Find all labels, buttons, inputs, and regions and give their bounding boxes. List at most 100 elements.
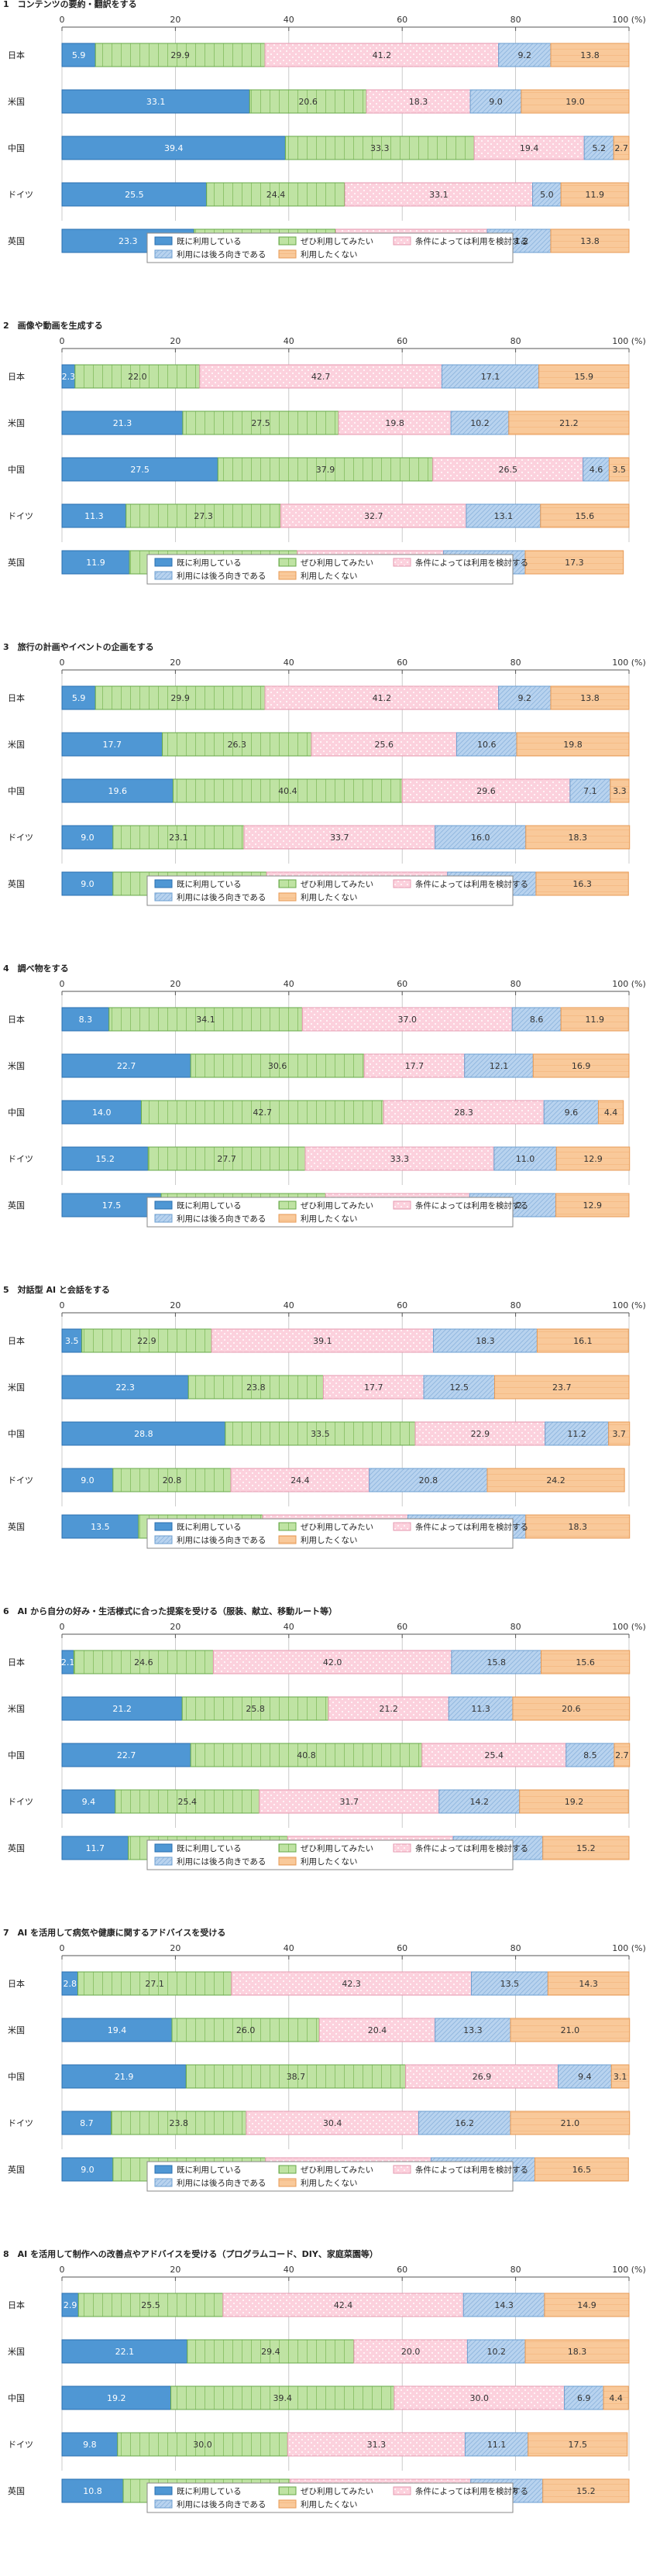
bar-segment-no [555,1193,630,1218]
legend-label: 利用には後ろ向きである [177,1535,266,1545]
bar-segment-no [608,457,630,482]
data-label: 19.8 [563,740,583,750]
data-label: 19.4 [520,143,539,153]
data-label: 8.7 [80,2118,94,2128]
bar-segment-negative [583,457,610,482]
chart-panel-2: 2 画像や動画を生成する 0 20 40 60 80 100 (%) 日本 2.3 22.0 42.… [3,320,646,585]
data-label: 17.5 [569,2440,588,2450]
data-label: 2.9 [64,2300,77,2310]
axis-tick-label: 100 (%) [612,2265,646,2275]
data-label: 39.4 [164,143,184,153]
data-label: 25.6 [375,740,394,750]
legend-swatch [154,2178,173,2187]
bar-segment-using [61,685,96,710]
bar-segment-conditional [264,43,500,67]
data-label: 20.6 [298,97,318,107]
data-label: 21.0 [561,2025,580,2035]
axis-tick-label: 0 [60,15,65,25]
axis-tick-label: 0 [60,1622,65,1632]
data-label: 9.2 [518,50,532,60]
bar-segment-conditional [243,825,436,850]
bar-segment-using [61,1789,116,1814]
bar-segment-want [217,457,434,482]
legend-label: 既に利用している [177,1201,242,1211]
legend-swatch [154,571,173,580]
data-label: 5.2 [592,143,606,153]
legend-label: ぜひ利用してみたい [301,1523,373,1532]
data-label: 24.4 [266,190,286,200]
data-label: 29.9 [170,693,190,703]
bar-segment-conditional [259,1789,440,1814]
bar-segment-negative [545,1421,610,1446]
category-label: ドイツ [8,1797,33,1807]
bar-segment-using [61,1836,129,1860]
legend-label: ぜひ利用してみたい [301,2487,373,2496]
data-label: 15.8 [486,1657,506,1668]
data-label: 12.1 [490,1061,509,1071]
bar-segment-negative [466,503,541,528]
bar-segment-no [550,685,630,710]
axis-tick-label: 20 [170,1622,180,1632]
data-label: 17.3 [565,558,584,568]
data-label: 20.8 [419,1475,438,1485]
axis-tick-label: 20 [170,2265,180,2275]
category-label: 日本 [8,2300,25,2310]
axis-tick-label: 40 [284,658,294,668]
data-label: 9.0 [81,2165,95,2175]
chart-panel-8: 8 AI を活用して制作への改善点やアドバイスを受ける（プログラムコード、DIY… [3,2248,646,2513]
axis-tick-label: 40 [284,1300,294,1310]
bar-segment-want [181,1696,329,1721]
legend: 既に利用している ぜひ利用してみたい 条件によっては利用を検討する利用には後ろ向きで… [146,2482,528,2513]
bar-segment-using [61,1193,162,1218]
bar-segment-conditional [246,2111,419,2135]
category-label: 日本 [8,1657,25,1668]
data-label: 9.6 [565,1108,579,1118]
bar-segment-no [560,182,629,207]
bar-segment-conditional [322,1375,425,1400]
category-label: ドイツ [8,511,33,521]
bar-segment-want [225,1421,416,1446]
data-label: 2.8 [63,1979,77,1989]
bar-segment-no [544,2293,630,2317]
legend-label: 利用には後ろ向きである [177,1856,266,1867]
legend-swatch [154,2486,173,2495]
data-label: 12.9 [583,1154,603,1164]
bar-segment-no [510,2111,631,2135]
bar-segment-using [61,2478,124,2503]
category-label: 英国 [8,878,25,889]
bar-segment-negative [455,732,517,757]
data-label: 3.5 [612,465,626,475]
bar-segment-conditional [473,136,585,160]
data-label: 42.0 [323,1657,342,1668]
legend-swatch [278,236,297,246]
data-label: 11.2 [567,1429,586,1439]
category-label: 中国 [8,786,25,796]
category-label: 米国 [8,97,25,107]
legend-box [146,232,514,263]
bar-segment-want [117,2432,288,2457]
chart-panel-4: 4 調べ物をする 0 20 40 60 80 100 (%) 日本 8.3 34.1 37.0 8.6… [3,963,646,1228]
legend-label: 条件によっては利用を検討する [415,2486,528,2496]
data-label: 33.1 [146,97,166,107]
data-label: 14.2 [470,1797,490,1807]
data-label: 22.9 [471,1429,490,1439]
axis-tick-label: 100 (%) [612,979,646,989]
data-label: 11.9 [585,190,604,200]
legend-box [146,554,514,585]
axis-tick-label: 0 [60,1300,65,1310]
bar-segment-want [187,2339,355,2364]
bar-segment-using [61,457,218,482]
bar-segment-want [77,1971,232,1996]
legend-swatch [154,1535,173,1544]
data-label: 29.4 [261,2347,280,2357]
bar-segment-negative [441,364,540,389]
bar-segment-using [61,89,250,114]
data-label: 30.0 [193,2440,212,2450]
legend-swatch [154,558,173,567]
data-label: 27.3 [194,511,213,521]
bar-segment-no [610,778,630,803]
bar-segment-no [536,1328,629,1353]
legend-label: 既に利用している [177,237,242,246]
bar-segment-negative [423,1375,496,1400]
data-label: 26.0 [236,2025,256,2035]
